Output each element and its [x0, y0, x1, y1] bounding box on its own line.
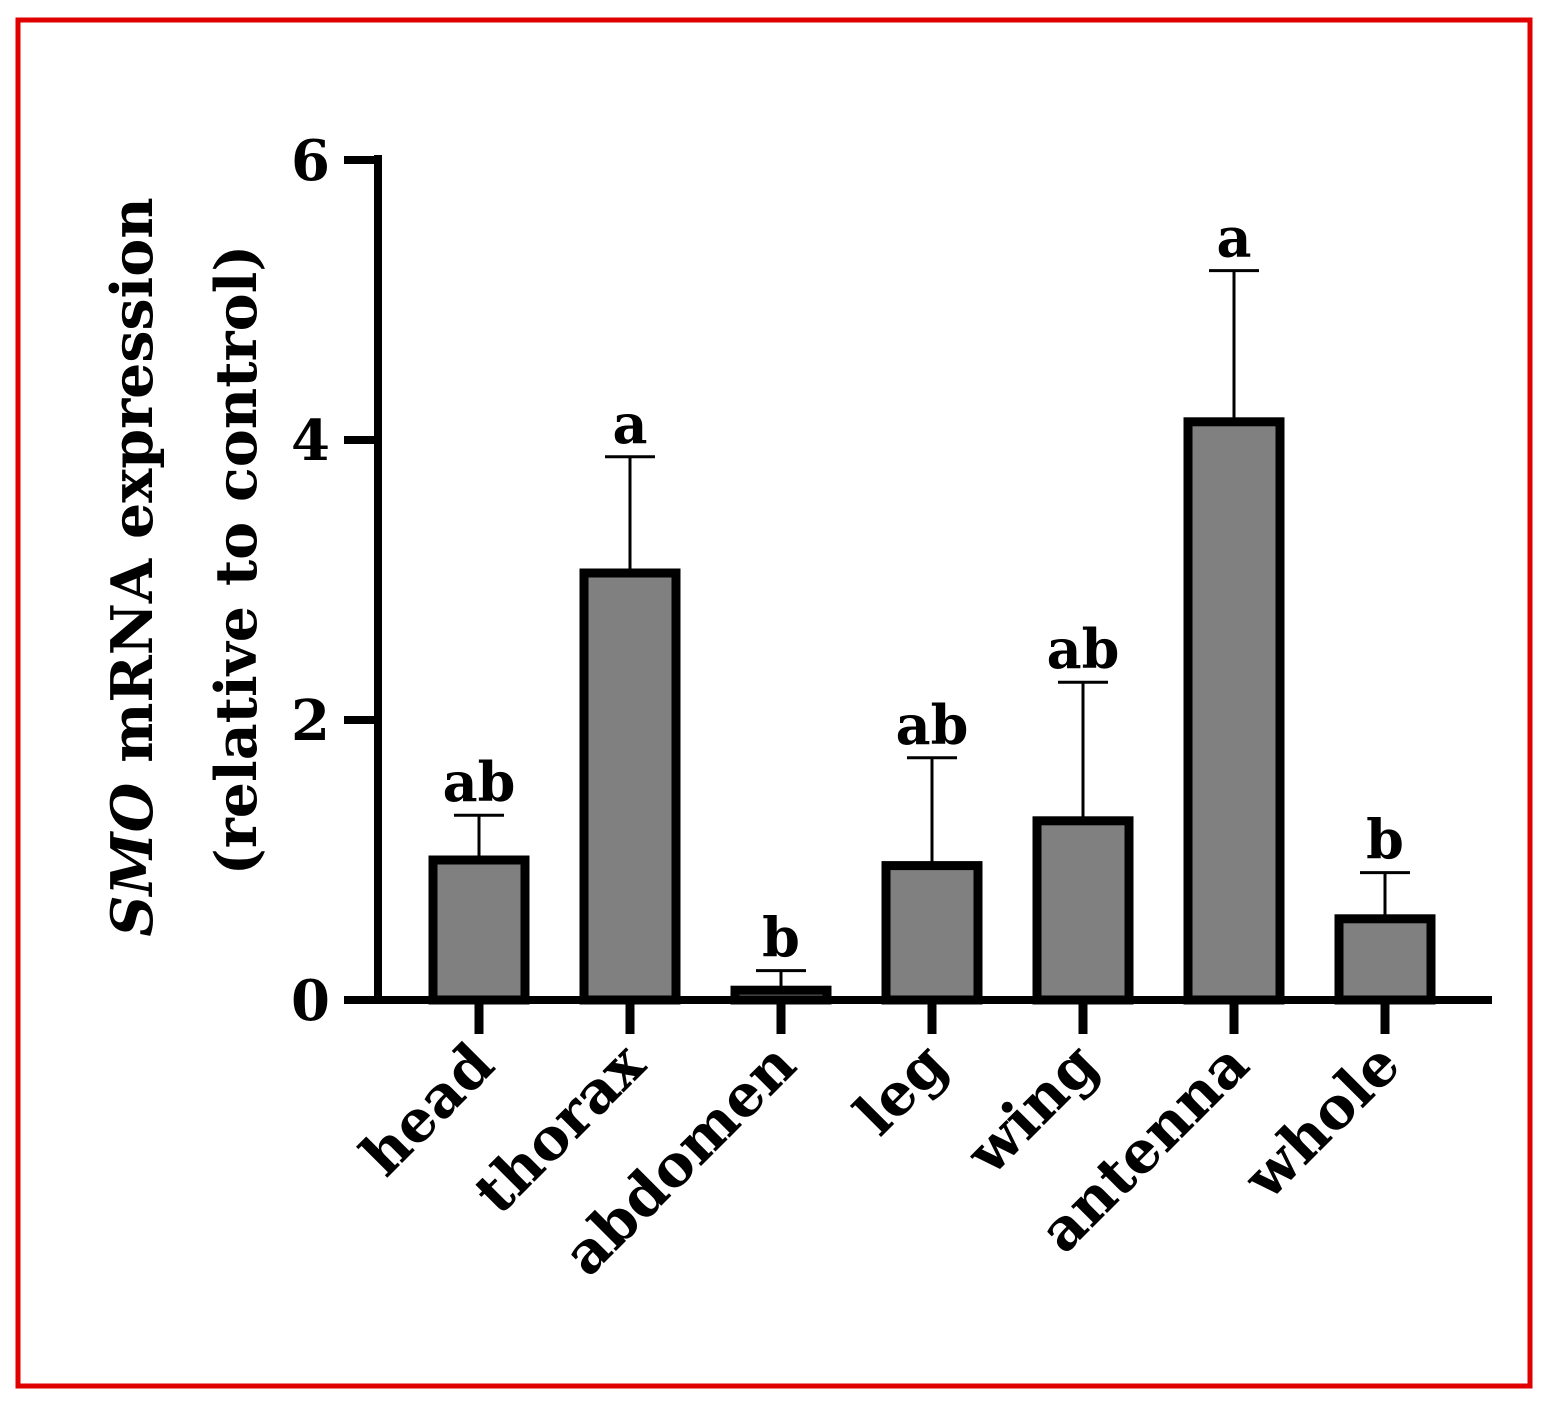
y-tick-label-4: 4	[291, 408, 330, 474]
significance-label-abdomen: b	[762, 906, 800, 970]
bar-leg	[881, 861, 983, 1005]
y-tick-label-0: 0	[291, 968, 330, 1034]
y-ticks-layer: 0 2 4 6	[291, 128, 378, 1034]
significance-label-head: ab	[443, 750, 516, 814]
bar-thorax	[579, 568, 681, 1005]
y-axis-title: SMO mRNA expression	[99, 197, 166, 936]
significance-label-wing: ab	[1047, 617, 1120, 681]
y-axis-title-italic: SMO	[99, 782, 166, 936]
bar-antenna	[1183, 417, 1285, 1005]
y-tick-label-6: 6	[291, 128, 330, 194]
y-tick-label-2: 2	[291, 688, 330, 754]
significance-label-whole: b	[1366, 808, 1404, 872]
bar-head	[428, 855, 530, 1005]
error-bars-layer	[454, 269, 1410, 991]
significance-label-antenna: a	[1217, 206, 1252, 270]
bar-wing	[1032, 816, 1134, 1005]
y-axis-title-rest: mRNA expression	[99, 197, 166, 782]
significance-label-leg: ab	[896, 693, 969, 757]
bar-whole	[1334, 914, 1436, 1005]
axes-layer	[344, 155, 1492, 1004]
significance-label-thorax: a	[613, 392, 648, 456]
y-axis-title-line2: (relative to control)	[203, 245, 270, 875]
